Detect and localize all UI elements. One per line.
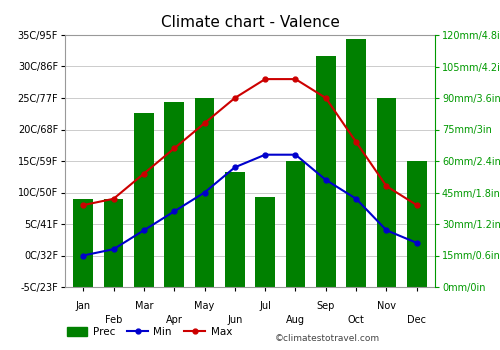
Text: ©climatestotravel.com: ©climatestotravel.com: [275, 334, 380, 343]
Text: Oct: Oct: [348, 315, 364, 325]
Bar: [376, 98, 396, 287]
Text: Apr: Apr: [166, 315, 182, 325]
Bar: [316, 56, 336, 287]
Text: Mar: Mar: [134, 301, 153, 311]
Text: Jan: Jan: [76, 301, 91, 311]
Bar: [407, 161, 426, 287]
Text: May: May: [194, 301, 214, 311]
Text: Jun: Jun: [227, 315, 242, 325]
Bar: [225, 172, 244, 287]
Bar: [256, 197, 275, 287]
Text: Aug: Aug: [286, 315, 305, 325]
Bar: [194, 98, 214, 287]
Bar: [346, 39, 366, 287]
Text: Dec: Dec: [408, 315, 426, 325]
Text: Sep: Sep: [316, 301, 335, 311]
Bar: [134, 113, 154, 287]
Text: Jul: Jul: [259, 301, 271, 311]
Text: Feb: Feb: [105, 315, 122, 325]
Bar: [286, 161, 306, 287]
Text: Nov: Nov: [377, 301, 396, 311]
Bar: [74, 199, 93, 287]
Legend: Prec, Min, Max: Prec, Min, Max: [66, 327, 232, 337]
Title: Climate chart - Valence: Climate chart - Valence: [160, 15, 340, 30]
Bar: [164, 102, 184, 287]
Bar: [104, 199, 124, 287]
